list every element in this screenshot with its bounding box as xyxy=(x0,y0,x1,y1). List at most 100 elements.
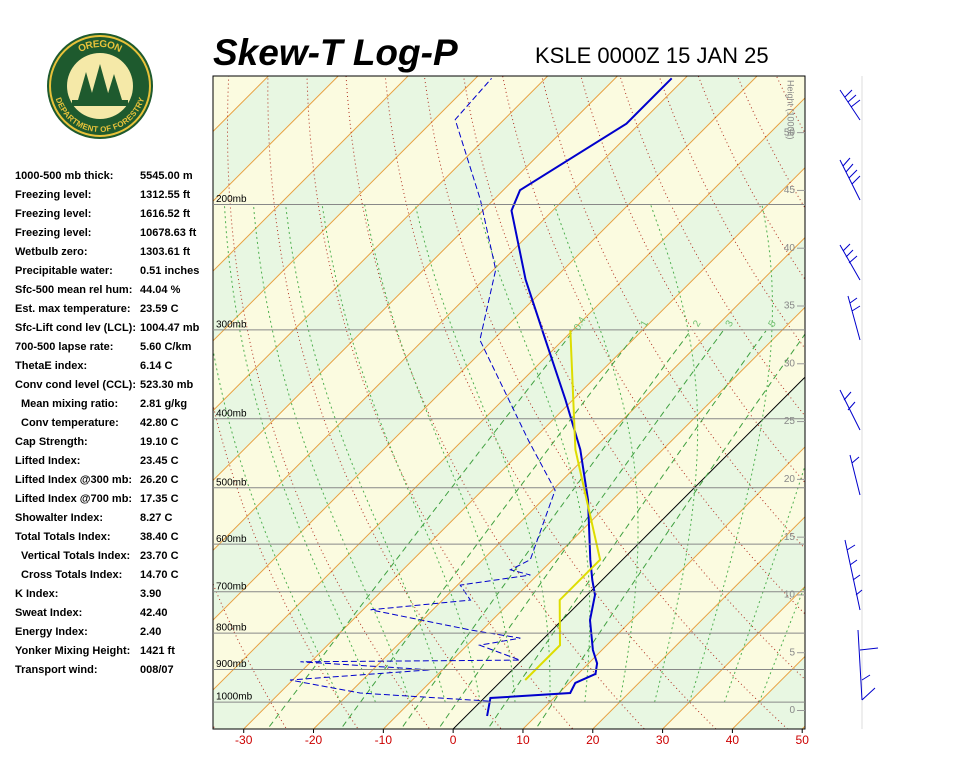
stat-value: 1616.52 ft xyxy=(140,208,190,220)
isotherm xyxy=(213,76,339,202)
stat-value: 42.80 C xyxy=(140,417,179,429)
stat-label: Cross Totals Index: xyxy=(21,569,122,581)
isotherm xyxy=(213,76,758,621)
stat-value: 23.59 C xyxy=(140,303,179,315)
dry-adiabat xyxy=(893,74,960,735)
stat-label: Precipitable water: xyxy=(15,265,113,277)
height-tick-label: 0 xyxy=(789,705,795,716)
stat-value: 0.51 inches xyxy=(140,265,199,277)
sounding-line xyxy=(524,329,602,681)
mixing-ratio-line xyxy=(437,330,724,729)
mixing-ratio-line xyxy=(340,330,639,729)
wind-barb xyxy=(839,243,861,281)
stat-label: Lifted Index @700 mb: xyxy=(15,493,132,505)
mixing-ratio-label: 1 xyxy=(639,318,652,329)
mixing-ratio-label: 8 xyxy=(808,318,821,329)
stat-value: 6.14 C xyxy=(140,360,172,372)
pressure-label: 700mb xyxy=(216,581,247,592)
chart-subtitle: KSLE 0000Z 15 JAN 25 xyxy=(535,43,769,68)
stat-value: 19.10 C xyxy=(140,436,179,448)
isotherm xyxy=(213,76,409,272)
height-axis-title: Height (1000ft) xyxy=(786,80,796,140)
stat-value: 523.30 mb xyxy=(140,379,193,391)
stat-value: 1004.47 mb xyxy=(140,322,200,334)
stat-label: Conv temperature: xyxy=(21,417,119,429)
isotherm xyxy=(213,76,688,551)
dry-adiabat xyxy=(423,76,789,729)
mixing-ratio-label: 2 xyxy=(691,318,704,329)
wind-barb xyxy=(847,295,861,341)
stat-value: 42.40 xyxy=(140,607,168,619)
isotherm xyxy=(852,56,960,749)
sounding-line xyxy=(289,77,556,702)
stat-label: Sweat Index: xyxy=(15,607,82,619)
moist-adiabat xyxy=(285,204,446,703)
dry-adiabat xyxy=(932,74,960,735)
stat-value: 2.40 xyxy=(140,626,161,638)
pressure-label: 1000mb xyxy=(216,692,253,703)
stat-label: Lifted Index @300 mb: xyxy=(15,474,132,486)
stat-label: Energy Index: xyxy=(15,626,88,638)
stat-label: Freezing level: xyxy=(15,208,91,220)
height-tick-label: 15 xyxy=(784,532,796,543)
stat-value: 1421 ft xyxy=(140,645,175,657)
stat-label: Total Totals Index: xyxy=(15,531,111,543)
stat-label: Cap Strength: xyxy=(15,436,88,448)
stat-value: 5.60 C/km xyxy=(140,341,192,353)
height-tick-label: 10 xyxy=(784,590,796,601)
chart-title: Skew-T Log-P xyxy=(213,32,458,73)
pressure-label: 200mb xyxy=(216,194,247,205)
logo-ground xyxy=(72,100,128,106)
x-tick-label: -20 xyxy=(305,733,323,747)
stat-value: 8.27 C xyxy=(140,512,172,524)
dry-adiabat xyxy=(541,76,805,550)
height-tick-label: 45 xyxy=(784,185,796,196)
stat-label: Freezing level: xyxy=(15,189,91,201)
stat-label: Yonker Mixing Height: xyxy=(15,645,130,657)
stat-label: Vertical Totals Index: xyxy=(21,550,130,562)
pressure-label: 800mb xyxy=(216,623,247,634)
stat-value: 26.20 C xyxy=(140,474,179,486)
x-tick-label: -30 xyxy=(235,733,253,747)
pressure-label: 300mb xyxy=(216,319,247,330)
moist-adiabat xyxy=(723,464,805,703)
mixing-ratio-label: 5 xyxy=(767,318,780,329)
height-tick-label: 20 xyxy=(784,474,796,485)
isotherm xyxy=(213,76,619,482)
stat-label: Freezing level: xyxy=(15,227,91,239)
isotherm-band xyxy=(802,726,805,729)
moist-adiabat xyxy=(689,204,773,703)
stat-value: 14.70 C xyxy=(140,569,179,581)
x-tick-label: 30 xyxy=(656,733,670,747)
wind-barb xyxy=(857,629,879,701)
stat-label: 700-500 lapse rate: xyxy=(15,341,113,353)
mixing-ratio-line xyxy=(487,330,767,729)
stat-label: Mean mixing ratio: xyxy=(21,398,118,410)
stat-label: ThetaE index: xyxy=(15,360,87,372)
isotherm-band xyxy=(213,76,805,690)
wind-barb xyxy=(849,454,861,496)
isotherm xyxy=(213,76,479,342)
height-tick-label: 5 xyxy=(789,647,795,658)
height-tick-label: 40 xyxy=(784,243,796,254)
logo-trees xyxy=(78,64,122,100)
stat-label: Transport wind: xyxy=(15,664,98,676)
dry-adiabat xyxy=(853,74,960,735)
stat-value: 1303.61 ft xyxy=(140,246,190,258)
dry-adiabat xyxy=(384,76,717,729)
isotherm xyxy=(801,725,805,729)
dry-adiabat xyxy=(306,76,574,729)
dry-adiabat xyxy=(213,582,288,729)
stat-value: 10678.63 ft xyxy=(140,227,197,239)
stat-label: 1000-500 mb thick: xyxy=(15,170,113,182)
wind-barbs xyxy=(839,89,879,701)
logo-top: OREGON xyxy=(76,38,123,54)
stat-value: 008/07 xyxy=(140,664,174,676)
dry-adiabat xyxy=(814,74,960,735)
stat-value: 23.45 C xyxy=(140,455,179,467)
pressure-label: 900mb xyxy=(216,659,247,670)
x-tick-label: 0 xyxy=(450,733,457,747)
stat-value: 17.35 C xyxy=(140,493,179,505)
